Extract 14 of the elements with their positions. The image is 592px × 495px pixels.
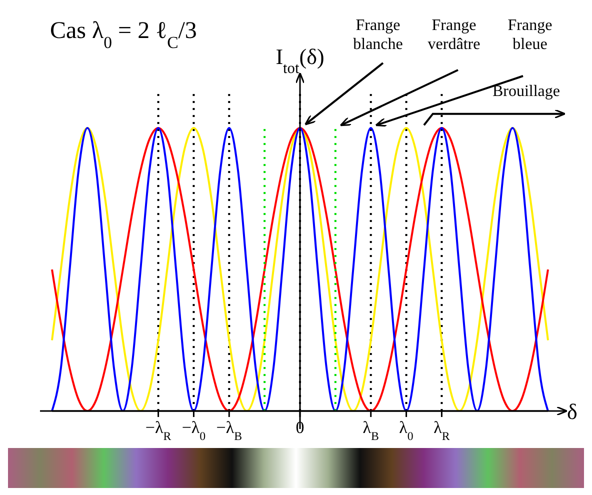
x-tick-label: λ$_{R}$ [434, 418, 450, 443]
x-tick-label: −λ$_{R}$ [145, 418, 172, 443]
x-tick-label: λ$_{0}$ [399, 418, 414, 443]
x-axis-title: δ [567, 399, 578, 424]
annotation: Frange blanche [353, 17, 403, 53]
y-axis-title: I$_{tot}$(δ) [276, 44, 324, 76]
text: Brouillage [492, 83, 560, 100]
x-tick-label: λ$_{B}$ [362, 418, 380, 443]
x-tick-label: −λ$_{B}$ [216, 418, 242, 443]
text: Frange verdâtre [428, 17, 480, 53]
x-tick-label: 0 [296, 418, 304, 437]
chart-title: Cas λ$_{0}$ = 2 ℓ$_{C}$/3 [50, 18, 197, 52]
text: Frange bleue [508, 17, 552, 53]
x-tick-label: −λ$_{0}$ [182, 418, 206, 443]
